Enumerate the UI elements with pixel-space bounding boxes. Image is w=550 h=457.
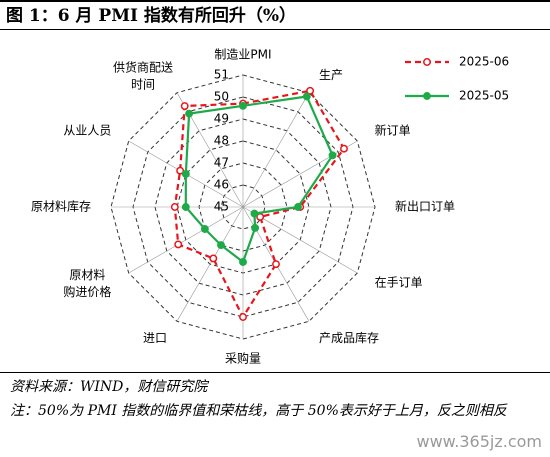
legend-label: 2025-06 (459, 55, 509, 69)
tick-label: 45 (214, 200, 229, 214)
watermark: www.365jz.com (416, 432, 542, 451)
data-point (328, 151, 337, 160)
data-point (181, 170, 190, 178)
data-point (250, 209, 259, 218)
data-point (181, 203, 190, 211)
category-label: 采购量 (225, 351, 261, 366)
category-label: 进口 (143, 331, 167, 345)
category-label: 原材料购进价格 (63, 268, 111, 299)
category-label: 制造业PMI (214, 48, 271, 62)
tick-label: 49 (214, 112, 229, 126)
data-point (294, 203, 302, 211)
category-label: 原材料库存 (31, 199, 91, 214)
data-point (340, 144, 348, 153)
data-point (272, 260, 280, 269)
tick-label: 47 (214, 156, 229, 170)
footnotes: 资料来源：WIND，财信研究院 注：50%为 PMI 指数的临界值和荣枯线，高于… (0, 372, 550, 457)
data-point (174, 240, 183, 249)
category-label: 产成品库存 (319, 330, 379, 345)
category-label: 供货商配送时间 (113, 59, 173, 91)
legend-marker (423, 58, 431, 66)
tick-label: 48 (214, 134, 229, 148)
category-label-line: 原材料 (69, 268, 105, 282)
data-point (209, 254, 218, 263)
data-point (217, 241, 225, 250)
spoke (128, 206, 244, 274)
data-point (239, 101, 247, 110)
category-label: 从业人员 (63, 124, 111, 138)
chart-title: 图 1：6 月 PMI 指数有所回升（%） (0, 0, 550, 30)
category-label: 生产 (319, 68, 343, 82)
data-point (170, 203, 179, 211)
category-label-line: 时间 (131, 77, 155, 91)
category-label: 新出口订单 (395, 199, 455, 214)
data-point (239, 313, 247, 321)
spoke (242, 140, 358, 208)
category-label-line: 购进价格 (63, 284, 111, 299)
data-point (185, 109, 194, 118)
spoke (176, 206, 244, 322)
legend-marker (423, 92, 431, 100)
data-point (200, 225, 209, 233)
data-point (176, 166, 185, 175)
data-point (251, 224, 260, 232)
data-point (180, 102, 189, 110)
category-label: 新订单 (375, 123, 411, 138)
tick-label: 46 (214, 178, 229, 192)
tick-label: 50 (214, 90, 229, 104)
chart: 45 46 47 48 49 50 51 制造业PMI 生产新订单新出口订单在手订单产成品库存采… (31, 48, 509, 366)
spoke (242, 92, 310, 208)
source: 资料来源：WIND，财信研究院 (10, 379, 208, 395)
category-label-line: 供货商配送 (113, 59, 173, 74)
category-label: 在手订单 (375, 276, 423, 290)
note: 注：50%为 PMI 指数的临界值和荣枯线，高于 50%表示好于上月，反之则相反 (10, 403, 507, 419)
data-point (239, 258, 247, 266)
legend-label: 2025-05 (459, 89, 509, 103)
data-point (306, 86, 315, 95)
tick-label: 51 (214, 68, 229, 82)
data-point (302, 92, 311, 101)
